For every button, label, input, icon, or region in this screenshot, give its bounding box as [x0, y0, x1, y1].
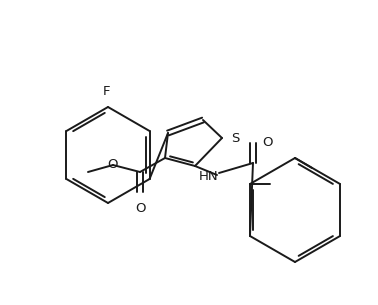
- Text: HN: HN: [199, 170, 219, 182]
- Text: O: O: [136, 202, 146, 215]
- Text: F: F: [102, 85, 110, 98]
- Text: S: S: [231, 131, 239, 145]
- Text: O: O: [262, 135, 273, 149]
- Text: O: O: [108, 157, 118, 170]
